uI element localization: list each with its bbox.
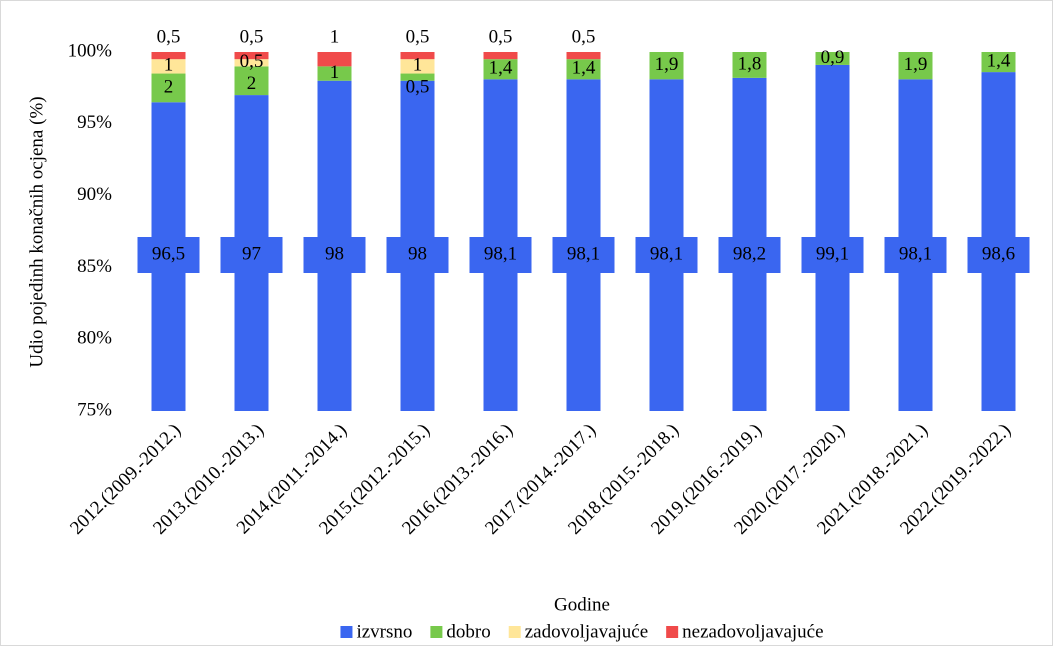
- bar-segment: [566, 52, 601, 60]
- data-label: 1,4: [987, 50, 1011, 71]
- bar-segment: [400, 52, 435, 60]
- data-label: 1,9: [904, 54, 928, 75]
- data-label: 1: [413, 55, 423, 76]
- data-label-box: [884, 237, 947, 273]
- bar-segment: [151, 59, 186, 74]
- y-tick-label: 90%: [77, 184, 112, 205]
- x-axis-title: Godine: [554, 594, 610, 615]
- legend-label: nezadovoljavajuće: [682, 621, 823, 642]
- bar-segment: [815, 52, 850, 65]
- bar-segment: [898, 52, 933, 80]
- data-label: 1,4: [489, 58, 513, 79]
- y-tick-label: 80%: [77, 328, 112, 349]
- data-label: 96,5: [152, 243, 185, 264]
- data-label: 1,9: [655, 54, 679, 75]
- data-label: 0,5: [157, 26, 181, 47]
- bar-segment: [483, 59, 518, 80]
- bar-segment: [400, 73, 435, 81]
- data-label-box: [469, 237, 532, 273]
- data-label-box: [303, 237, 366, 273]
- data-label: 98,2: [733, 243, 766, 264]
- data-label: 1,8: [738, 53, 762, 74]
- legend-swatch: [666, 626, 679, 638]
- bar-segment: [649, 52, 684, 80]
- data-label: 98,1: [567, 243, 600, 264]
- legend-label: dobro: [446, 621, 490, 642]
- data-label: 0,5: [406, 26, 430, 47]
- data-label: 1: [330, 26, 340, 47]
- data-label: 2: [164, 77, 174, 98]
- legend-label: zadovoljavajuće: [525, 621, 648, 642]
- data-label-box: [552, 237, 615, 273]
- data-label: 98,1: [899, 243, 932, 264]
- data-label: 0,5: [240, 26, 264, 47]
- data-label-box: [967, 237, 1030, 273]
- legend-swatch: [430, 626, 443, 638]
- data-label: 0,5: [572, 26, 596, 47]
- data-label: 1: [330, 62, 340, 83]
- data-label: 0,5: [406, 77, 430, 98]
- bar-segment: [483, 52, 518, 60]
- bar-segment: [234, 66, 269, 96]
- data-label: 99,1: [816, 243, 849, 264]
- bar-segment: [151, 73, 186, 103]
- y-tick-label: 85%: [77, 256, 112, 277]
- data-label-box: [801, 237, 864, 273]
- data-label-box: [220, 237, 283, 273]
- data-label-box: [137, 237, 200, 273]
- bar-segment: [234, 59, 269, 67]
- y-tick-label: 100%: [68, 40, 113, 61]
- bar-segment: [151, 52, 186, 60]
- data-label: 98: [325, 243, 344, 264]
- data-label: 1,4: [572, 58, 596, 79]
- data-label: 97: [242, 243, 261, 264]
- legend-swatch: [508, 626, 521, 638]
- data-label: 98,1: [484, 243, 517, 264]
- bar-segment: [234, 52, 269, 60]
- data-label: 0,9: [821, 47, 845, 68]
- bar-segment: [732, 52, 767, 78]
- data-label: 98,6: [982, 243, 1015, 264]
- data-label: 98: [408, 243, 427, 264]
- data-label-box: [718, 237, 781, 273]
- data-label: 1: [164, 55, 174, 76]
- legend-label: izvrsno: [356, 621, 412, 642]
- y-axis-title: Udio pojedinh konačnih ocjena (%): [26, 96, 47, 367]
- legend-swatch: [340, 626, 353, 638]
- y-tick-label: 95%: [77, 112, 112, 133]
- data-label-box: [635, 237, 698, 273]
- bar-segment: [566, 59, 601, 80]
- data-label: 0,5: [240, 51, 264, 72]
- bar-segment: [981, 52, 1016, 73]
- bar-segment: [317, 66, 352, 81]
- bar-segment: [400, 59, 435, 74]
- data-label: 2: [247, 73, 257, 94]
- data-label: 0,5: [489, 26, 513, 47]
- y-tick-label: 75%: [77, 399, 112, 420]
- data-label-box: [386, 237, 449, 273]
- data-label: 98,1: [650, 243, 683, 264]
- bar-segment: [317, 52, 352, 67]
